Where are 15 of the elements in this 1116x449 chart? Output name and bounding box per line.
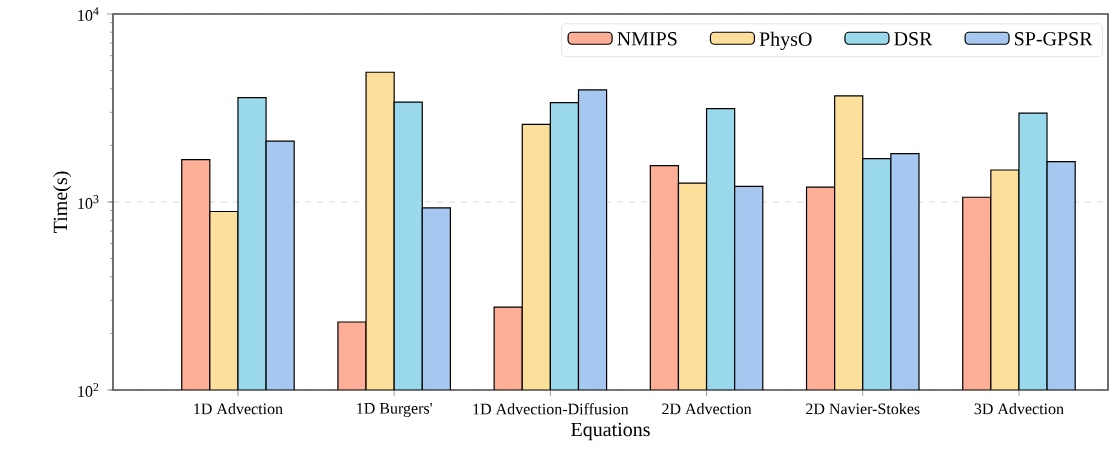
x-tick-label: 2D Navier-Stokes (806, 403, 920, 415)
x-tick-label: 2D Advection (662, 403, 752, 415)
y-tick-label: 10$^{2}$ (78, 383, 99, 397)
legend-label: NMIPS (617, 32, 677, 46)
x-tick-label: 1D Burgers' (357, 403, 432, 418)
legend-label: SP-GPSR (1015, 32, 1093, 46)
y-tick-label: 10$^{3}$ (78, 195, 99, 209)
x-tick-label: 3D Advection (974, 403, 1064, 415)
y-axis-title: Time(s) (53, 171, 72, 233)
y-tick-label: 10$^{4}$ (78, 7, 99, 21)
x-tick-label: 1D Advection-Diffusion (473, 403, 629, 415)
x-tick-label: 1D Advection (194, 403, 283, 415)
legend-label: PhysO (759, 31, 812, 50)
legend-label: DSR (894, 32, 933, 46)
x-axis-title: Equations (571, 422, 650, 441)
